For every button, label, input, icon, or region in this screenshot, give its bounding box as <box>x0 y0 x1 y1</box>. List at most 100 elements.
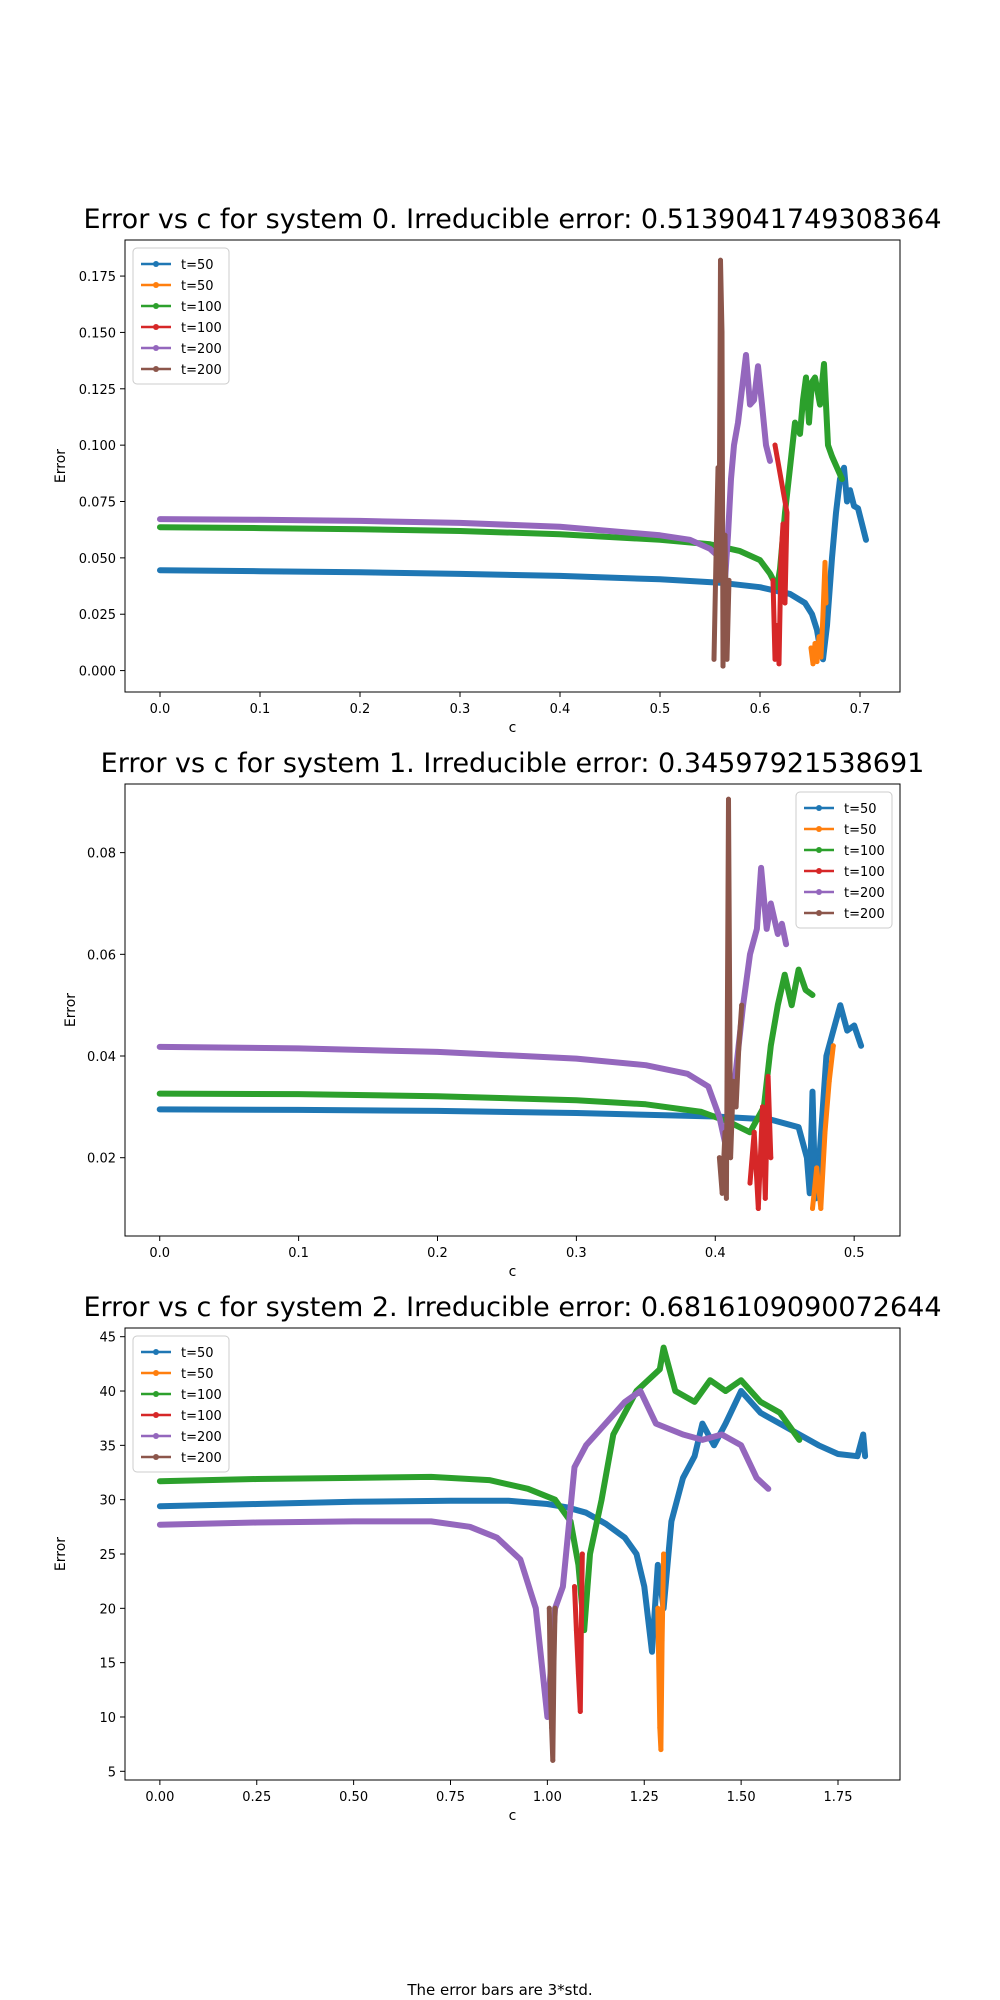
data-point <box>552 1497 558 1503</box>
chart-title: Error vs c for system 0. Irreducible err… <box>83 204 941 235</box>
data-point <box>863 537 869 543</box>
legend-marker <box>816 910 822 916</box>
data-point <box>357 569 363 575</box>
data-point <box>814 1165 820 1171</box>
series-line-2 <box>156 966 816 1136</box>
data-point <box>855 505 861 511</box>
data-point <box>738 1377 744 1383</box>
x-tick-label: 1.75 <box>824 1790 853 1805</box>
data-point <box>851 1023 857 1028</box>
x-tick-label: 1.50 <box>727 1790 756 1805</box>
data-point <box>428 1474 434 1480</box>
data-point <box>816 1155 822 1161</box>
data-point <box>754 1475 760 1481</box>
data-point <box>649 1649 655 1655</box>
legend-marker <box>153 1433 159 1439</box>
data-point <box>844 1028 850 1034</box>
x-tick-label: 0.1 <box>288 1246 309 1261</box>
data-point <box>724 656 730 662</box>
data-point <box>775 931 781 937</box>
data-point <box>747 1180 753 1186</box>
legend-entry-label: t=50 <box>181 258 214 273</box>
data-point <box>802 600 808 606</box>
legend-marker <box>153 1391 159 1397</box>
legend-marker <box>153 1454 159 1460</box>
x-tick-label: 0.00 <box>145 1790 174 1805</box>
legend-entry-label: t=50 <box>844 802 877 817</box>
data-point <box>726 796 731 802</box>
data-point <box>357 526 363 532</box>
data-point <box>755 363 761 369</box>
data-point <box>157 1522 163 1528</box>
data-point <box>844 499 850 504</box>
data-point <box>796 967 802 973</box>
data-point <box>698 1109 704 1115</box>
y-tick-label: 0.08 <box>87 847 116 862</box>
data-point <box>157 1106 163 1112</box>
data-point <box>634 1551 639 1557</box>
legend-marker <box>153 366 159 372</box>
data-point <box>575 1671 581 1676</box>
legend-marker <box>153 345 159 351</box>
data-point <box>787 591 793 597</box>
data-point <box>680 1432 686 1437</box>
data-point <box>296 1107 302 1113</box>
data-point <box>641 1584 647 1590</box>
x-tick-label: 0.1 <box>250 702 271 717</box>
y-tick-label: 45 <box>99 1331 116 1346</box>
data-point <box>784 510 790 516</box>
data-point <box>816 634 822 640</box>
data-point <box>525 1486 531 1492</box>
data-point <box>758 865 764 871</box>
plot-area <box>156 796 865 1211</box>
data-point <box>716 1114 722 1120</box>
data-point <box>544 1501 550 1507</box>
series-line-4 <box>156 864 790 1146</box>
data-point <box>800 397 806 403</box>
legend-marker <box>153 324 159 330</box>
data-point <box>768 1043 774 1049</box>
x-tick-label: 0.0 <box>149 1246 170 1261</box>
x-tick-label: 0.0 <box>150 702 171 717</box>
data-point <box>783 941 789 947</box>
data-point <box>573 1627 579 1633</box>
data-point <box>257 525 263 531</box>
data-point <box>767 571 773 577</box>
data-point <box>859 521 865 527</box>
data-point <box>823 1053 829 1059</box>
series-line-5 <box>716 796 745 1201</box>
data-point <box>643 1101 649 1107</box>
data-point <box>772 442 778 448</box>
y-tick-label: 10 <box>99 1711 116 1726</box>
data-point <box>808 645 814 651</box>
data-point <box>726 577 732 583</box>
data-point <box>780 521 786 527</box>
data-point <box>685 1071 690 1077</box>
data-point <box>764 926 770 932</box>
data-point <box>672 1388 678 1394</box>
x-axis-label: c <box>509 1264 517 1280</box>
data-point <box>737 548 743 554</box>
data-point <box>810 992 815 998</box>
y-tick-label: 35 <box>99 1439 116 1454</box>
x-tick-label: 0.5 <box>650 702 671 717</box>
series-line-0 <box>156 1002 865 1202</box>
data-point <box>812 375 818 380</box>
x-tick-label: 0.75 <box>436 1790 465 1805</box>
legend-entry-label: t=200 <box>844 907 885 922</box>
data-point <box>661 1345 667 1351</box>
data-point <box>834 465 840 471</box>
data-point <box>862 1453 868 1459</box>
data-point <box>658 1747 664 1753</box>
data-point <box>782 600 788 606</box>
data-point <box>557 524 563 530</box>
data-point <box>668 1518 674 1524</box>
data-point <box>723 1421 729 1427</box>
y-tick-label: 0.04 <box>87 1050 116 1065</box>
data-point <box>560 1584 566 1590</box>
data-point <box>777 1421 783 1427</box>
data-point <box>551 1660 557 1666</box>
data-point <box>774 623 780 628</box>
data-point <box>583 1442 589 1448</box>
data-point <box>719 1190 725 1196</box>
